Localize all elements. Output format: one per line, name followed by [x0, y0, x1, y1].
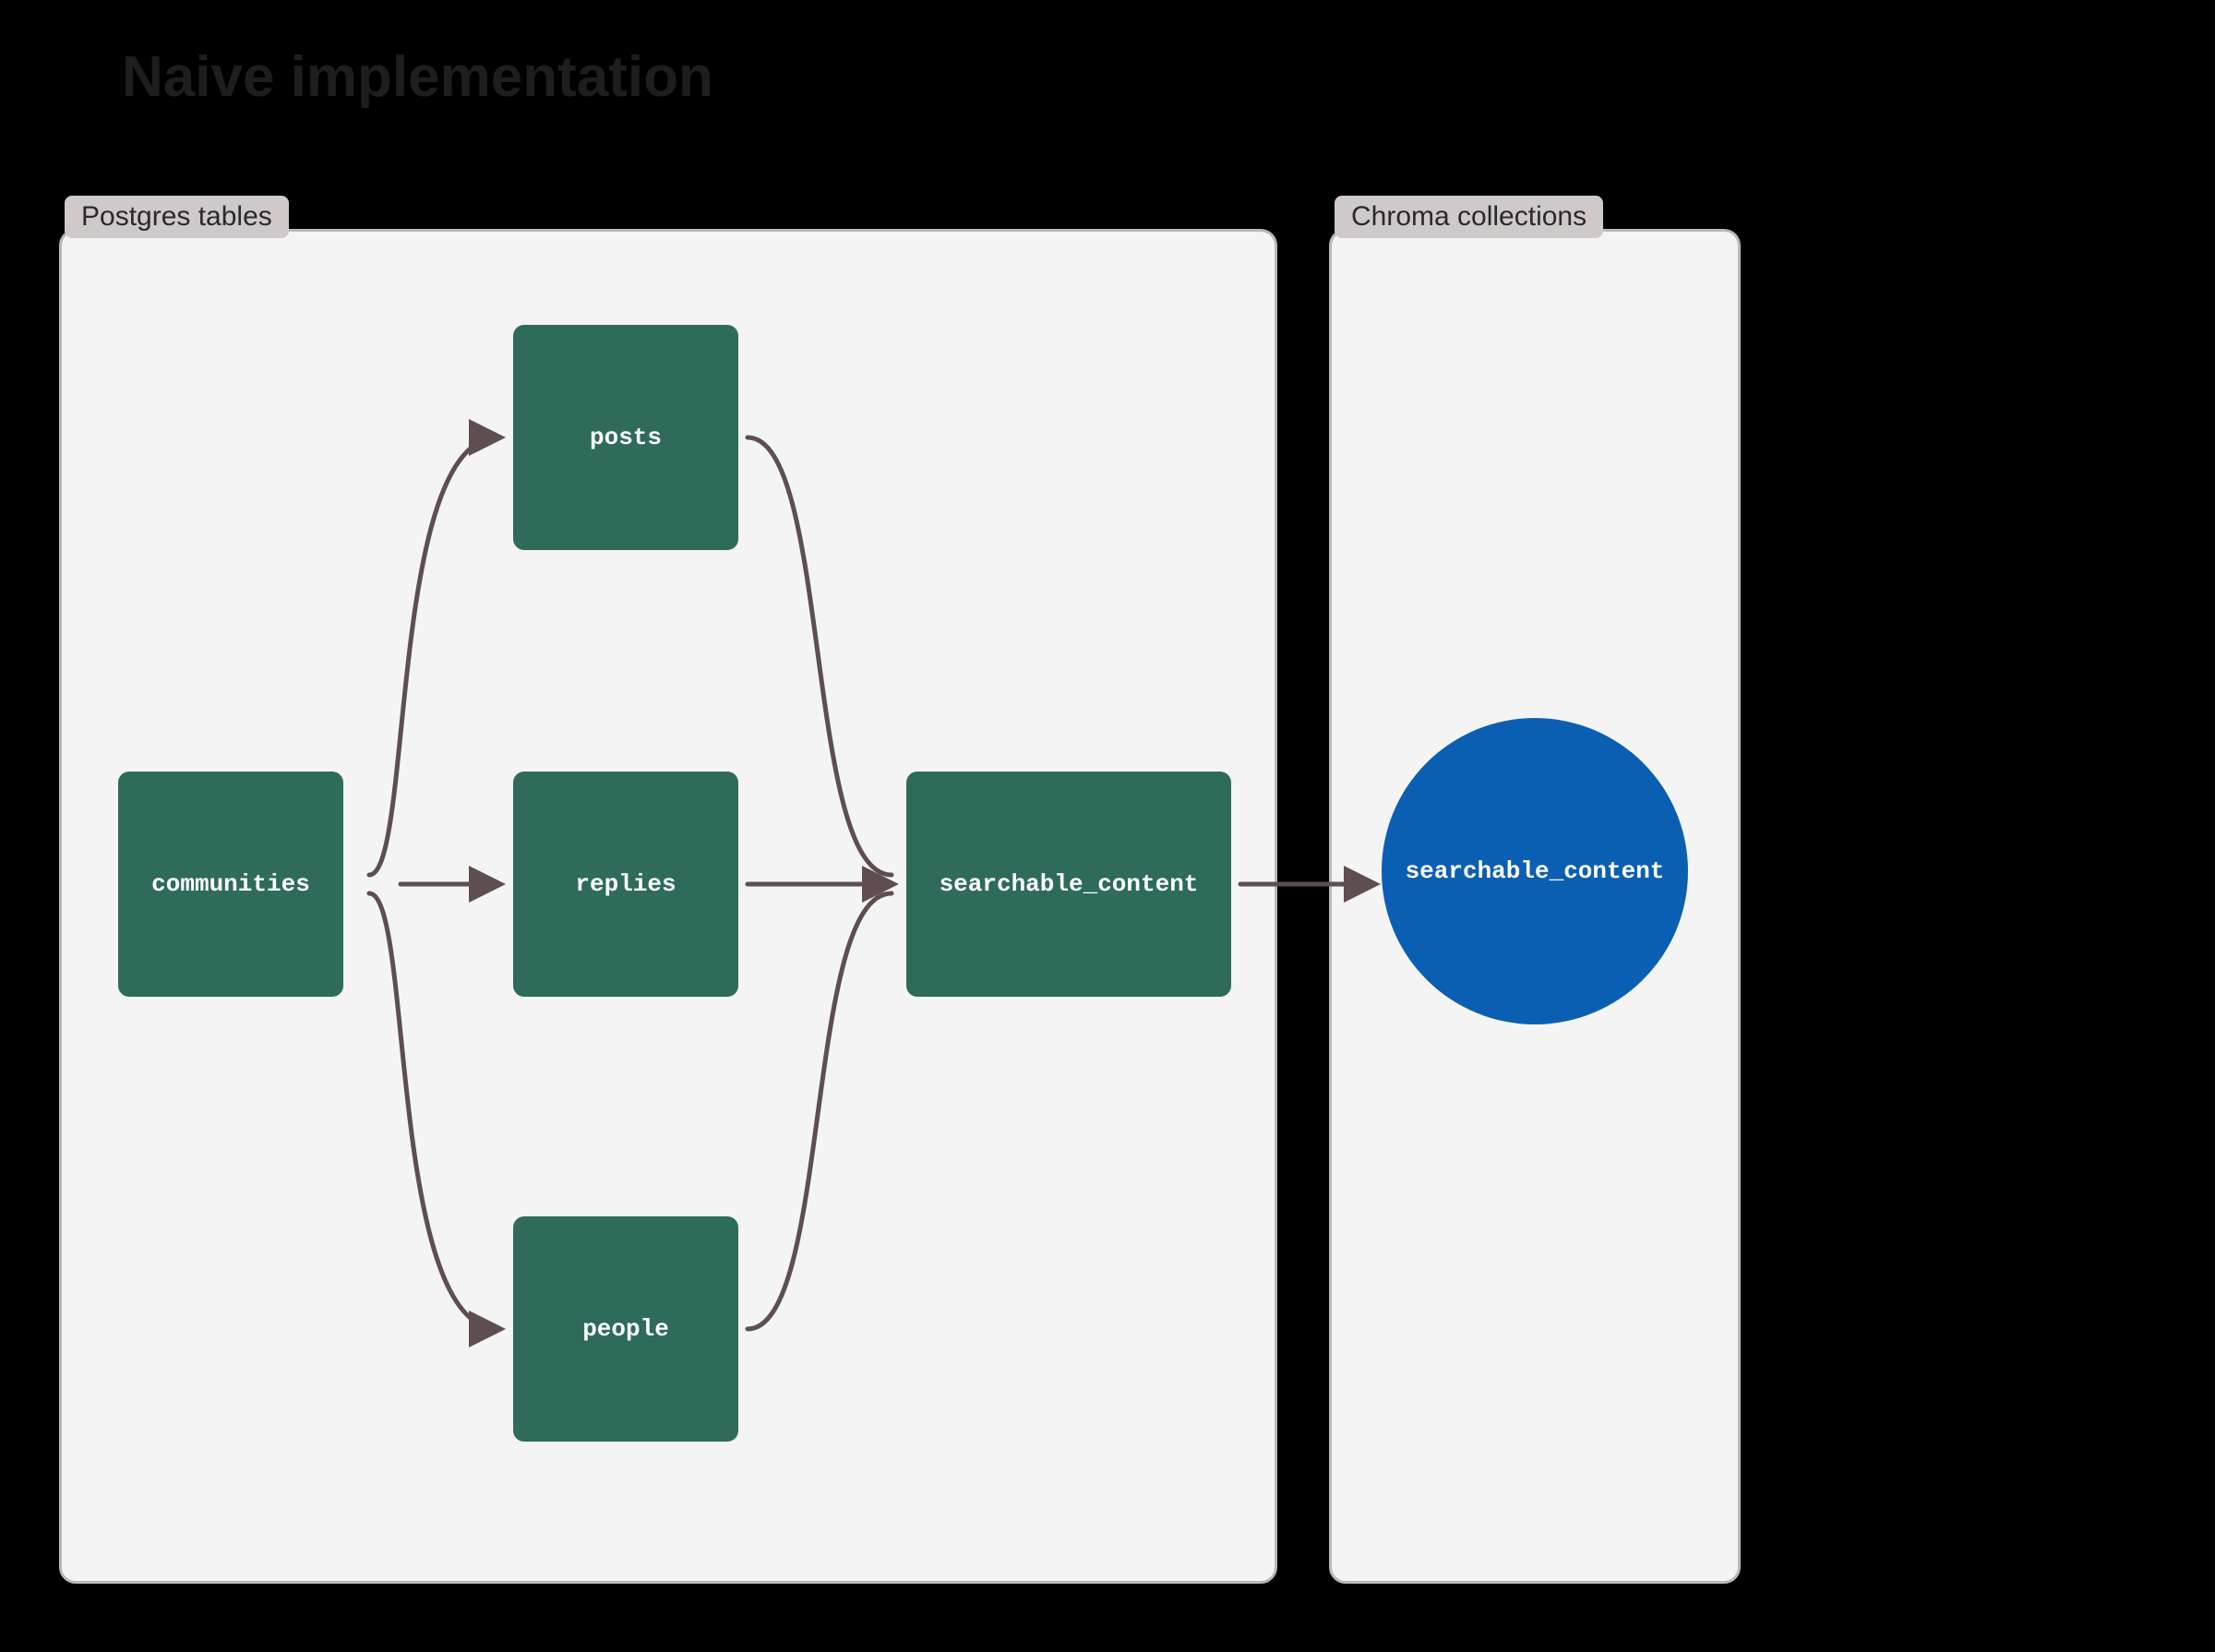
node-communities: communities	[118, 772, 343, 997]
node-replies: replies	[513, 772, 738, 997]
node-label: searchable_content	[940, 870, 1199, 898]
node-posts: posts	[513, 325, 738, 550]
node-searchable_pg: searchable_content	[906, 772, 1231, 997]
panel-label-postgres: Postgres tables	[65, 196, 289, 238]
diagram-title: Naive implementation	[122, 44, 713, 110]
node-label: replies	[575, 870, 676, 898]
node-label: people	[582, 1315, 669, 1343]
node-label: searchable_content	[1406, 857, 1665, 885]
node-people: people	[513, 1216, 738, 1442]
panel-label-chroma: Chroma collections	[1335, 196, 1603, 238]
node-label: posts	[590, 424, 662, 451]
node-searchable_ch: searchable_content	[1382, 718, 1688, 1024]
node-label: communities	[151, 870, 310, 898]
